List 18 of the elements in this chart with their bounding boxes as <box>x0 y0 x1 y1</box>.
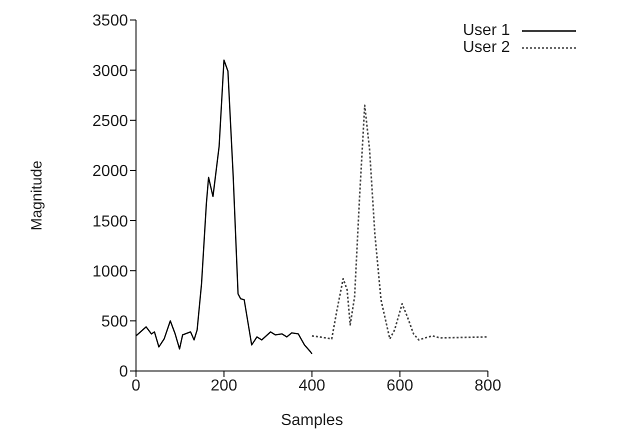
x-tick-label: 0 <box>132 377 141 394</box>
x-tick-label: 200 <box>210 377 238 394</box>
y-tick-label: 2000 <box>92 163 128 180</box>
y-tick-label: 3000 <box>92 62 128 80</box>
y-tick-label: 3500 <box>92 12 128 30</box>
x-tick-label: 400 <box>298 377 326 394</box>
legend-label: User 2 <box>462 39 510 56</box>
x-tick-label: 600 <box>386 377 414 394</box>
line-series <box>311 104 488 341</box>
legend-label: User 1 <box>462 22 510 39</box>
x-axis-title: Samples <box>280 412 344 429</box>
y-axis-title: Magnitude <box>28 160 46 231</box>
y-tick-label: 500 <box>101 314 128 331</box>
x-tick-label: 800 <box>474 377 502 394</box>
y-tick-label: 1500 <box>92 213 128 230</box>
y-tick-label: 0 <box>119 364 128 381</box>
y-tick-label: 1000 <box>92 263 128 280</box>
y-tick-label: 2500 <box>92 112 128 130</box>
